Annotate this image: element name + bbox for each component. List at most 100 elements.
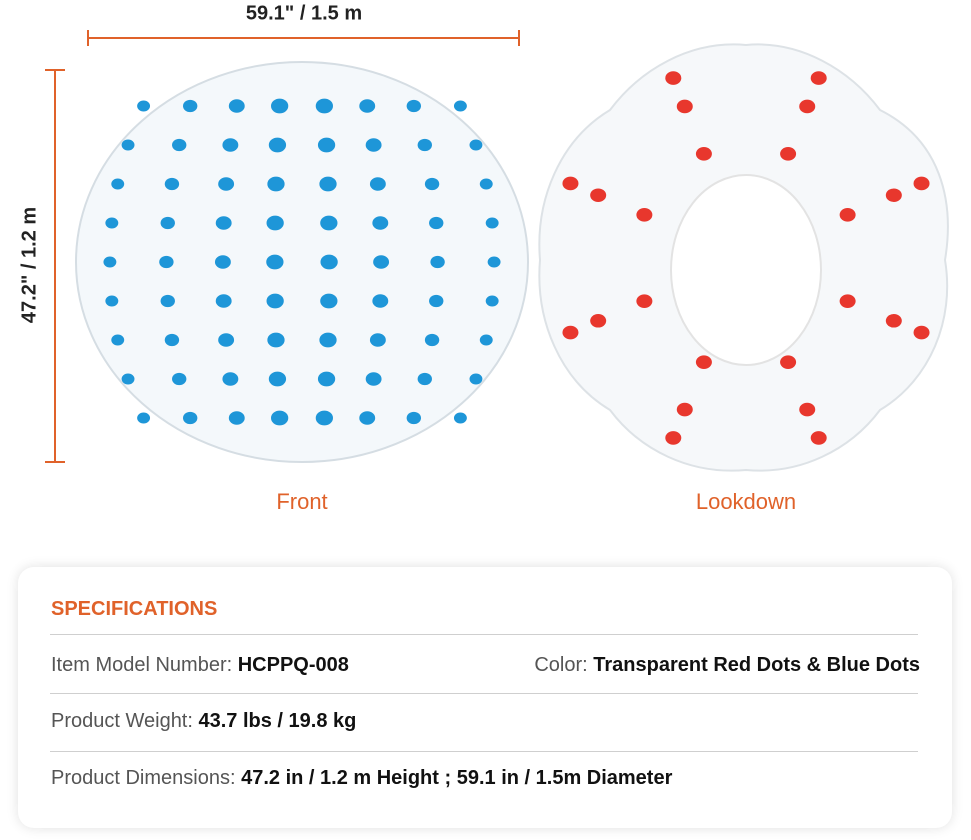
dot <box>111 334 125 346</box>
spec-row: Product Dimensions: 47.2 in / 1.2 m Heig… <box>51 767 672 790</box>
dot <box>159 255 174 269</box>
dot <box>469 139 483 151</box>
dot <box>417 138 432 152</box>
dot <box>317 137 336 153</box>
width-label: 59.1" / 1.5 m <box>246 2 362 24</box>
dot <box>228 99 245 113</box>
dot <box>268 371 287 387</box>
dot <box>636 294 653 308</box>
dot <box>676 402 693 417</box>
height-dimension-line <box>45 69 65 463</box>
spec-card: SPECIFICATIONS Item Model Number: HCPPQ-… <box>18 567 952 828</box>
dot <box>222 372 239 386</box>
dot <box>164 333 180 347</box>
product-illustration: 59.1" / 1.5 m 47.2" / 1.2 m Front Lookdo… <box>18 2 949 514</box>
dot <box>266 254 284 270</box>
dot <box>780 147 797 161</box>
dot <box>429 294 444 308</box>
dot <box>913 325 930 340</box>
spec-label: Color: <box>534 654 588 676</box>
view-label: Front <box>276 489 327 514</box>
width-dimension-line <box>87 30 520 46</box>
dot <box>320 215 338 231</box>
dot <box>267 332 285 348</box>
dot <box>695 355 712 369</box>
dot <box>885 313 902 328</box>
dot <box>372 216 389 230</box>
dot <box>215 216 232 230</box>
dot <box>636 208 653 222</box>
dot <box>266 215 284 231</box>
red-dots <box>562 71 930 445</box>
dot <box>562 325 579 340</box>
dot <box>590 313 607 328</box>
dot <box>160 216 175 230</box>
spec-row: Color: Transparent Red Dots & Blue Dots <box>534 654 920 677</box>
dot <box>913 176 930 191</box>
spec-value: HCPPQ-008 <box>237 654 349 676</box>
dot <box>105 295 119 307</box>
dot <box>315 410 334 426</box>
view-label: Lookdown <box>696 489 796 514</box>
dot <box>319 176 337 192</box>
dot <box>406 99 422 113</box>
dot <box>218 333 235 347</box>
dot <box>469 373 483 385</box>
dot <box>424 177 440 191</box>
dot <box>137 412 151 424</box>
spec-value: Transparent Red Dots & Blue Dots <box>593 654 920 676</box>
dot <box>373 255 390 269</box>
dot <box>228 411 245 425</box>
spec-label: Item Model Number: <box>51 654 233 676</box>
dot <box>839 294 856 308</box>
front-bubble <box>75 61 529 463</box>
dot <box>665 71 682 85</box>
dot <box>111 178 125 190</box>
dot <box>172 372 187 386</box>
dot <box>164 177 180 191</box>
dot <box>453 100 467 112</box>
dot <box>430 255 445 269</box>
dot <box>137 100 151 112</box>
dot <box>479 334 493 346</box>
divider <box>50 634 918 635</box>
dot <box>320 293 338 309</box>
dot <box>839 208 856 222</box>
spec-title: SPECIFICATIONS <box>51 598 218 620</box>
dot <box>105 217 119 229</box>
height-label: 47.2" / 1.2 m <box>18 207 40 323</box>
dot <box>222 138 239 152</box>
dot <box>453 412 467 424</box>
dot <box>799 402 816 417</box>
dot <box>665 431 682 445</box>
dot <box>485 295 499 307</box>
bubble-opening <box>670 174 822 366</box>
dot <box>172 138 187 152</box>
dot <box>590 188 607 203</box>
dot <box>270 98 289 114</box>
dot <box>182 411 198 425</box>
spec-row: Item Model Number: HCPPQ-008 <box>51 654 349 677</box>
spec-label: Product Dimensions: <box>51 767 236 789</box>
dot <box>268 137 287 153</box>
dot <box>406 411 422 425</box>
dot <box>270 410 289 426</box>
dot <box>372 294 389 308</box>
dot <box>160 294 175 308</box>
dot <box>218 177 235 191</box>
spec-label: Product Weight: <box>51 710 193 732</box>
dot <box>417 372 432 386</box>
spec-row: Product Weight: 43.7 lbs / 19.8 kg <box>51 710 356 733</box>
dot <box>365 138 382 152</box>
dot <box>479 178 493 190</box>
dot <box>429 216 444 230</box>
dot <box>359 99 376 113</box>
dot <box>121 139 135 151</box>
dot <box>695 147 712 161</box>
dot <box>266 293 284 309</box>
dot <box>487 256 501 268</box>
dot <box>562 176 579 191</box>
dot <box>320 254 338 270</box>
dot <box>121 373 135 385</box>
